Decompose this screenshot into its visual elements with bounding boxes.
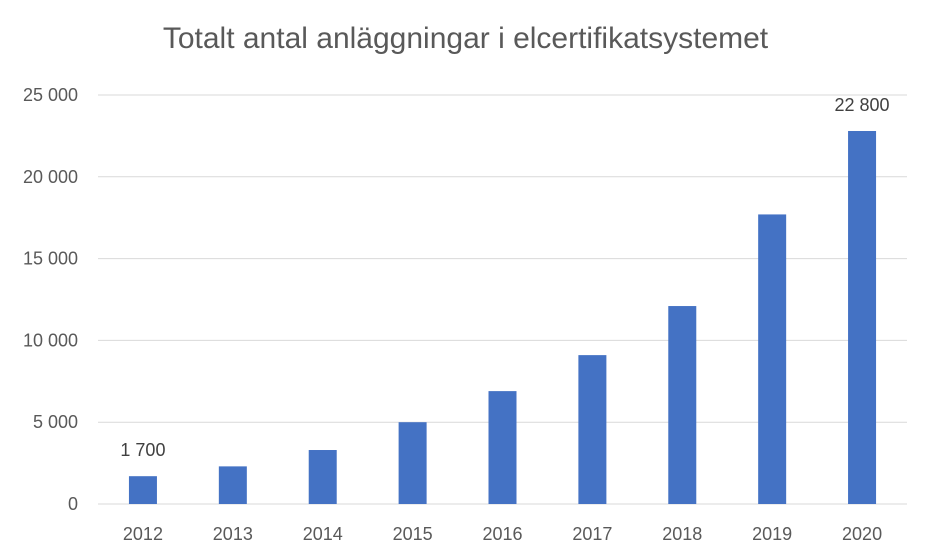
bars xyxy=(128,130,877,505)
x-tick-label: 2013 xyxy=(213,524,253,544)
bar-2012 xyxy=(128,476,157,504)
bar-2016 xyxy=(488,391,517,504)
y-axis-ticks: 0 5 000 10 000 15 000 20 000 25 000 xyxy=(23,85,78,514)
chart-title: Totalt antal anläggningar i elcertifikat… xyxy=(162,22,769,55)
y-tick-label: 25 000 xyxy=(23,85,78,105)
x-tick-label: 2014 xyxy=(303,524,343,544)
x-tick-label: 2019 xyxy=(752,524,792,544)
bar-2014 xyxy=(308,450,337,504)
x-tick-label: 2012 xyxy=(123,524,163,544)
x-tick-label: 2017 xyxy=(572,524,612,544)
bar-2013 xyxy=(218,466,247,504)
data-label: 22 800 xyxy=(835,95,890,115)
bar-2019 xyxy=(758,214,787,505)
x-tick-label: 2015 xyxy=(393,524,433,544)
bar-2020 xyxy=(848,130,877,504)
bar-2017 xyxy=(578,355,607,504)
data-labels: 1 700 22 800 xyxy=(120,95,889,460)
y-tick-label: 15 000 xyxy=(23,249,78,269)
y-tick-label: 0 xyxy=(68,494,78,514)
y-tick-label: 10 000 xyxy=(23,330,78,350)
y-tick-label: 20 000 xyxy=(23,167,78,187)
x-axis-ticks: 2012 2013 2014 2015 2016 2017 2018 2019 2020 xyxy=(123,524,882,544)
x-tick-label: 2020 xyxy=(842,524,882,544)
data-label: 1 700 xyxy=(120,440,165,460)
x-tick-label: 2016 xyxy=(482,524,522,544)
bar-2015 xyxy=(398,422,427,504)
y-tick-label: 5 000 xyxy=(33,412,78,432)
bar-2018 xyxy=(668,306,697,504)
x-tick-label: 2018 xyxy=(662,524,702,544)
